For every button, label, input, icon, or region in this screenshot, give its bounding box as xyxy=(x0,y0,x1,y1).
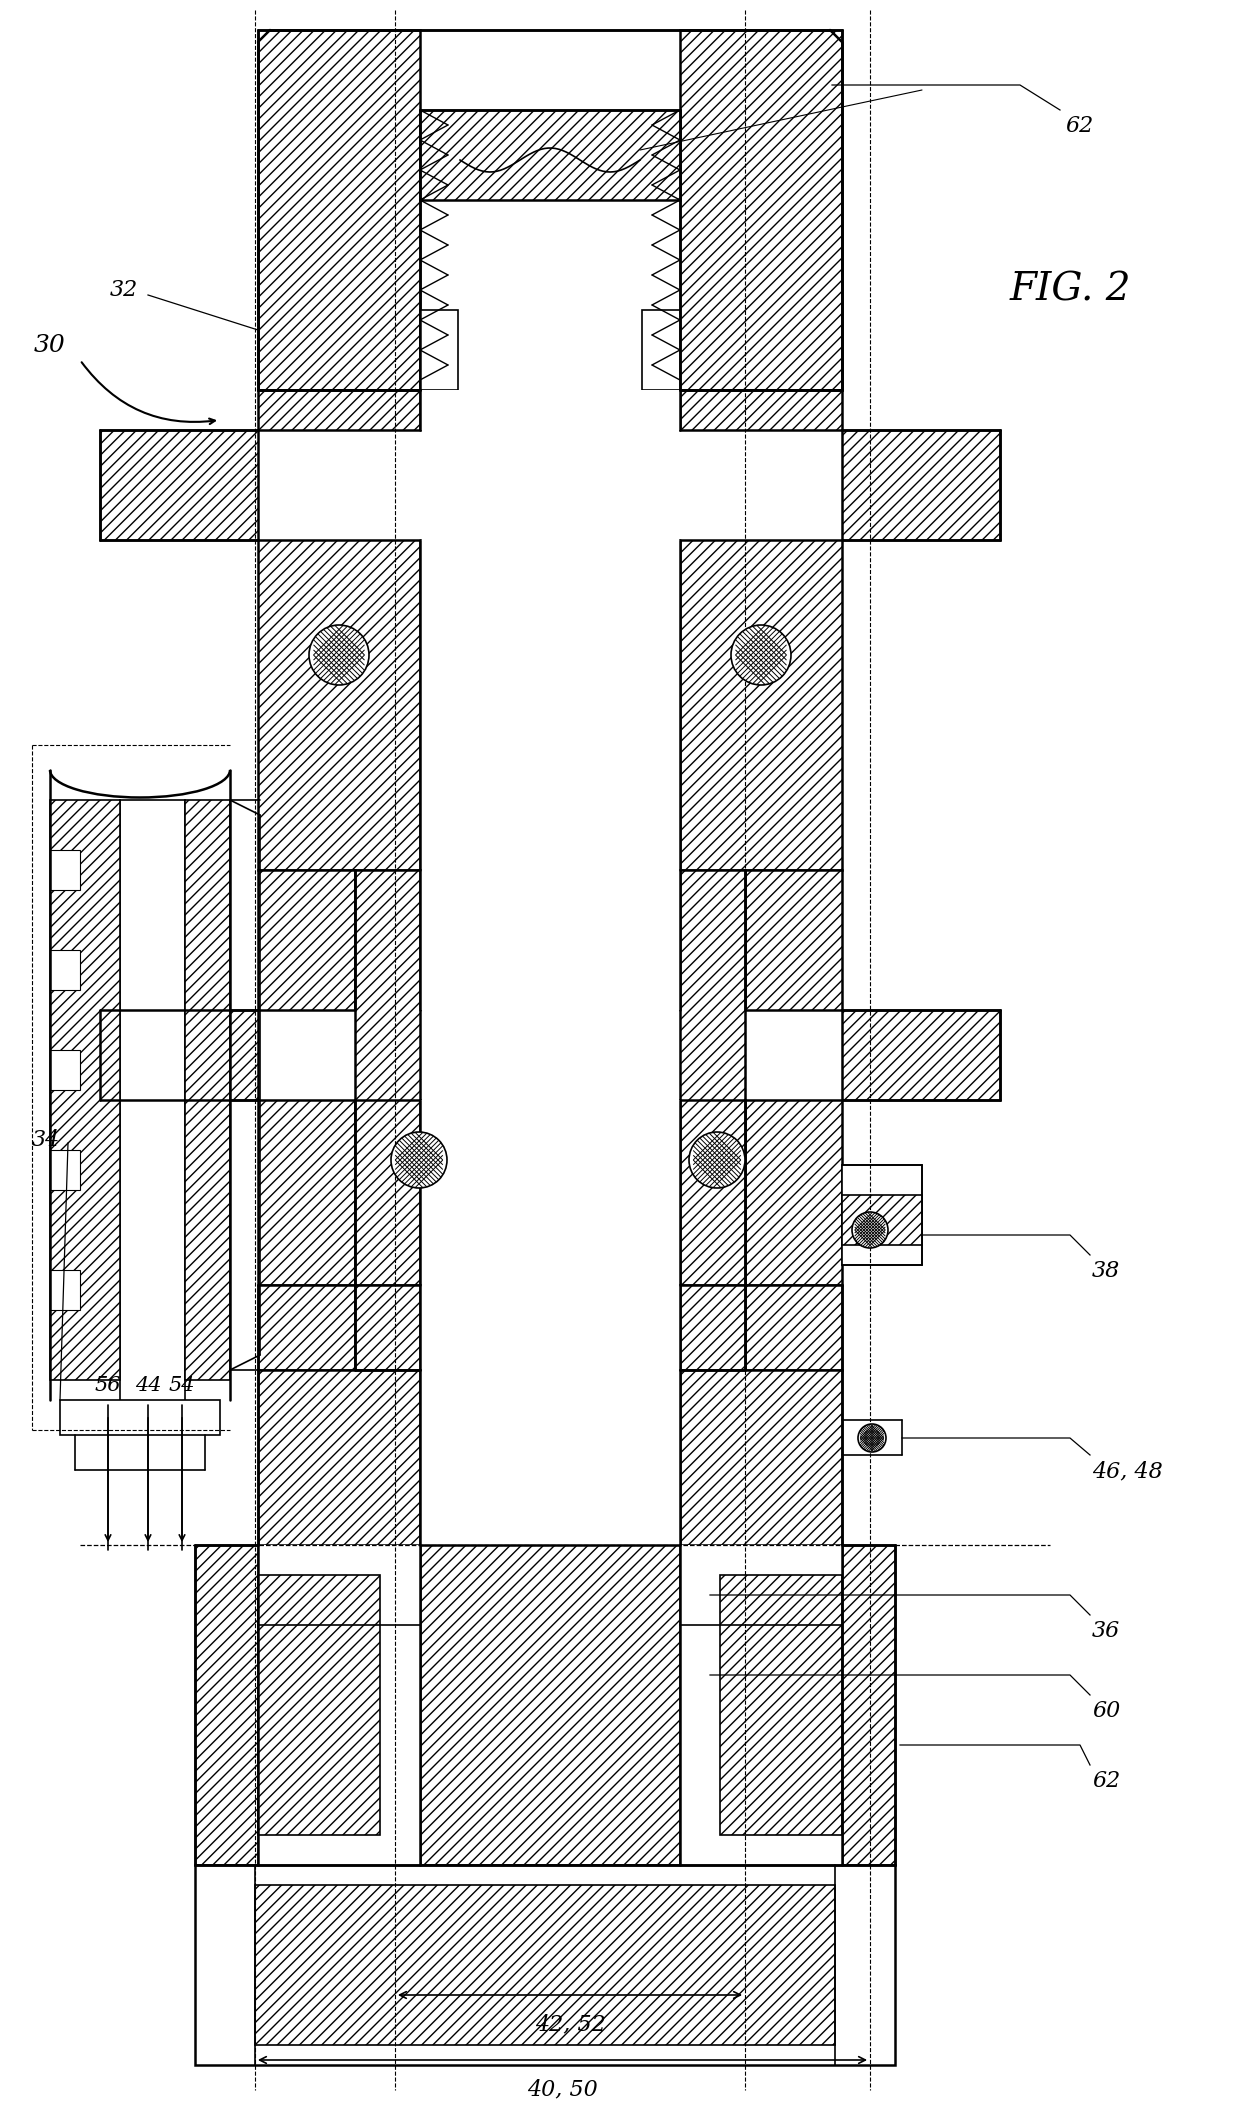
Bar xyxy=(842,1545,895,1866)
Text: 40, 50: 40, 50 xyxy=(527,2078,598,2100)
Bar xyxy=(680,391,842,429)
Bar xyxy=(420,1286,680,1371)
Bar xyxy=(50,950,81,990)
Text: 30: 30 xyxy=(33,334,64,357)
Text: 60: 60 xyxy=(1092,1700,1120,1721)
Circle shape xyxy=(852,1211,888,1247)
Circle shape xyxy=(391,1133,446,1188)
Bar xyxy=(420,110,680,200)
Bar xyxy=(50,1150,81,1190)
Bar xyxy=(420,310,458,391)
Bar xyxy=(258,1286,355,1371)
Bar xyxy=(258,869,355,1009)
Bar xyxy=(185,799,229,1379)
Circle shape xyxy=(689,1133,745,1188)
Text: 42, 52: 42, 52 xyxy=(534,2012,605,2036)
Bar xyxy=(258,1371,420,1545)
Bar xyxy=(680,1286,745,1371)
Bar xyxy=(258,30,420,391)
Bar xyxy=(420,1101,680,1286)
Text: 36: 36 xyxy=(1092,1619,1120,1643)
Text: 38: 38 xyxy=(1092,1260,1120,1281)
Bar xyxy=(120,799,185,1420)
Bar xyxy=(355,869,420,1190)
Bar xyxy=(420,391,680,429)
Circle shape xyxy=(309,625,370,684)
Bar xyxy=(355,1286,420,1371)
Bar xyxy=(258,1101,355,1286)
Bar xyxy=(680,1371,842,1545)
Text: 62: 62 xyxy=(1065,115,1094,136)
Bar xyxy=(50,850,81,890)
Text: 34: 34 xyxy=(32,1128,60,1152)
Circle shape xyxy=(858,1424,887,1451)
Bar xyxy=(258,1545,420,1866)
Bar xyxy=(642,310,680,391)
Bar xyxy=(745,869,842,1009)
Bar xyxy=(680,869,745,1190)
Bar xyxy=(842,1009,999,1101)
Bar xyxy=(745,1286,842,1371)
Bar xyxy=(258,540,420,869)
Bar xyxy=(420,1371,680,1545)
Bar xyxy=(680,1545,842,1866)
Bar xyxy=(745,1101,842,1286)
Bar xyxy=(680,1101,745,1286)
Bar xyxy=(842,429,999,540)
Bar xyxy=(680,540,842,869)
Bar xyxy=(355,1101,420,1286)
Bar xyxy=(195,1545,258,1866)
Text: 44: 44 xyxy=(135,1377,161,1394)
Bar xyxy=(50,799,120,1379)
Bar xyxy=(842,1164,923,1264)
Bar xyxy=(258,391,420,429)
Bar xyxy=(258,1575,379,1836)
Text: 54: 54 xyxy=(169,1377,195,1394)
Bar xyxy=(50,1050,81,1090)
Bar xyxy=(100,429,258,540)
Bar xyxy=(255,1885,835,2044)
Bar xyxy=(50,1271,81,1309)
Bar xyxy=(420,869,680,1009)
Text: 32: 32 xyxy=(110,278,138,302)
Bar xyxy=(420,540,680,869)
Text: FIG. 2: FIG. 2 xyxy=(1011,272,1131,308)
Bar xyxy=(100,1009,258,1101)
Text: 56: 56 xyxy=(94,1377,122,1394)
Bar xyxy=(420,1545,680,1866)
Bar xyxy=(60,1400,219,1434)
Bar xyxy=(195,1866,895,2066)
Bar xyxy=(842,1194,923,1245)
Text: 62: 62 xyxy=(1092,1770,1120,1791)
Circle shape xyxy=(732,625,791,684)
Bar xyxy=(680,30,842,391)
Bar xyxy=(720,1575,842,1836)
Text: 46, 48: 46, 48 xyxy=(1092,1460,1163,1481)
